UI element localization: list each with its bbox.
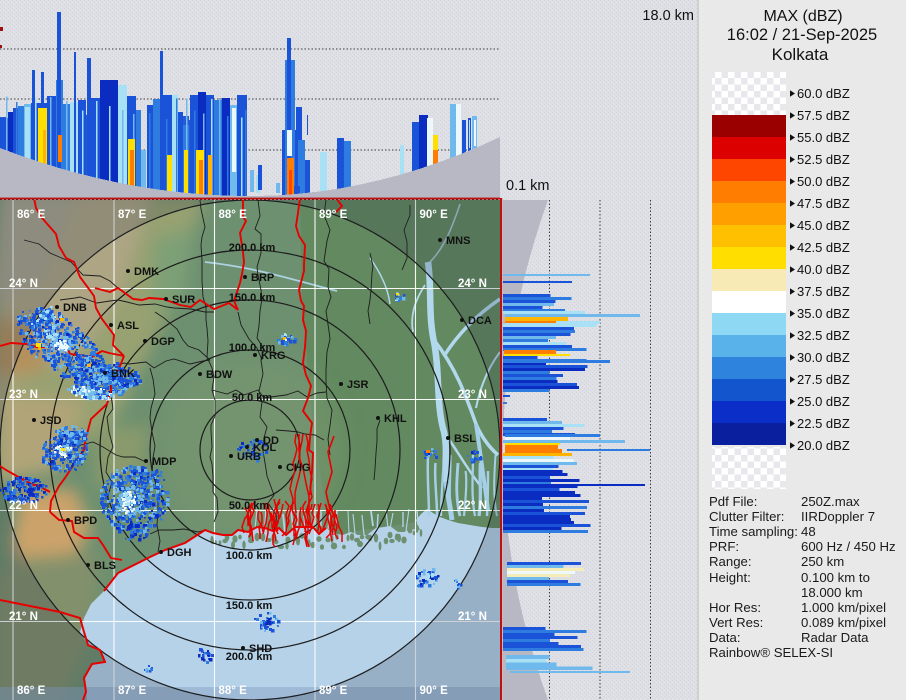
- svg-text:86° E: 86° E: [17, 685, 46, 697]
- svg-text:32.5 dBZ: 32.5 dBZ: [797, 328, 850, 343]
- svg-text:50.0 km: 50.0 km: [229, 500, 270, 512]
- svg-text:1.000 km/pixel: 1.000 km/pixel: [801, 600, 886, 615]
- svg-text:90° E: 90° E: [420, 685, 449, 697]
- svg-text:250 km: 250 km: [801, 554, 844, 569]
- svg-text:57.5 dBZ: 57.5 dBZ: [797, 108, 850, 123]
- svg-text:0.1 km: 0.1 km: [506, 178, 550, 194]
- svg-text:MDP: MDP: [152, 456, 176, 468]
- svg-text:BSL: BSL: [454, 433, 476, 445]
- svg-text:22° N: 22° N: [458, 500, 487, 512]
- svg-text:KHL: KHL: [384, 413, 407, 425]
- svg-text:37.5 dBZ: 37.5 dBZ: [797, 284, 850, 299]
- svg-text:MAX (dBZ): MAX (dBZ): [763, 8, 842, 25]
- svg-text:150.0 km: 150.0 km: [226, 600, 273, 612]
- svg-text:SUR: SUR: [172, 294, 195, 306]
- svg-text:MNS: MNS: [446, 235, 470, 247]
- svg-text:Vert Res:: Vert Res:: [709, 615, 763, 630]
- svg-text:Radar Data: Radar Data: [801, 630, 869, 645]
- svg-text:200.0 km: 200.0 km: [226, 651, 273, 663]
- svg-text:PRF:: PRF:: [709, 539, 739, 554]
- svg-text:CHG: CHG: [286, 462, 310, 474]
- svg-text:150.0 km: 150.0 km: [229, 292, 276, 304]
- svg-text:Data:: Data:: [709, 630, 741, 645]
- svg-text:DGH: DGH: [167, 547, 192, 559]
- svg-text:Clutter Filter:: Clutter Filter:: [709, 509, 784, 524]
- svg-text:35.0 dBZ: 35.0 dBZ: [797, 306, 850, 321]
- svg-text:23° N: 23° N: [458, 389, 487, 401]
- svg-text:BPD: BPD: [74, 515, 97, 527]
- svg-text:Pdf File:: Pdf File:: [709, 494, 757, 509]
- svg-text:0.100 km to: 0.100 km to: [801, 570, 870, 585]
- svg-text:Time sampling:: Time sampling:: [709, 524, 798, 539]
- svg-text:IIRDoppler 7: IIRDoppler 7: [801, 509, 875, 524]
- svg-text:Hor Res:: Hor Res:: [709, 600, 761, 615]
- svg-text:100.0 km: 100.0 km: [226, 550, 273, 562]
- svg-text:45.0 dBZ: 45.0 dBZ: [797, 218, 850, 233]
- svg-text:87° E: 87° E: [118, 685, 147, 697]
- svg-text:JSD: JSD: [40, 415, 61, 427]
- svg-text:24° N: 24° N: [458, 278, 487, 290]
- svg-text:21° N: 21° N: [458, 611, 487, 623]
- svg-text:89° E: 89° E: [319, 209, 348, 221]
- svg-text:16:02 / 21-Sep-2025: 16:02 / 21-Sep-2025: [727, 26, 877, 44]
- svg-text:48: 48: [801, 524, 816, 539]
- svg-text:22.5 dBZ: 22.5 dBZ: [797, 416, 850, 431]
- svg-text:24° N: 24° N: [9, 278, 38, 290]
- svg-text:21° N: 21° N: [9, 611, 38, 623]
- svg-text:JSR: JSR: [347, 379, 368, 391]
- svg-text:SHD: SHD: [249, 643, 272, 655]
- svg-text:87° E: 87° E: [118, 209, 147, 221]
- svg-text:60.0 dBZ: 60.0 dBZ: [797, 86, 850, 101]
- svg-text:86° E: 86° E: [17, 209, 46, 221]
- svg-text:40.0 dBZ: 40.0 dBZ: [797, 262, 850, 277]
- svg-text:DD: DD: [263, 435, 279, 447]
- svg-text:BNK: BNK: [111, 368, 135, 380]
- svg-text:DMK: DMK: [134, 266, 159, 278]
- svg-text:50.0 dBZ: 50.0 dBZ: [797, 174, 850, 189]
- svg-text:27.5 dBZ: 27.5 dBZ: [797, 372, 850, 387]
- svg-text:ASL: ASL: [117, 320, 139, 332]
- svg-text:Range:: Range:: [709, 554, 752, 569]
- svg-text:30.0 dBZ: 30.0 dBZ: [797, 350, 850, 365]
- svg-text:50.0 km: 50.0 km: [232, 392, 273, 404]
- svg-text:DCA: DCA: [468, 315, 492, 327]
- svg-text:600 Hz / 450 Hz: 600 Hz / 450 Hz: [801, 539, 896, 554]
- svg-text:55.0 dBZ: 55.0 dBZ: [797, 130, 850, 145]
- svg-text:KRG: KRG: [261, 350, 285, 362]
- svg-text:18.000 km: 18.000 km: [801, 585, 863, 600]
- svg-text:0.089 km/pixel: 0.089 km/pixel: [801, 615, 886, 630]
- svg-text:25.0 dBZ: 25.0 dBZ: [797, 394, 850, 409]
- svg-text:BRP: BRP: [251, 272, 274, 284]
- svg-text:BLS: BLS: [94, 560, 116, 572]
- svg-text:22° N: 22° N: [9, 500, 38, 512]
- svg-text:250Z.max: 250Z.max: [801, 494, 860, 509]
- svg-text:89° E: 89° E: [319, 685, 348, 697]
- svg-text:Height:: Height:: [709, 570, 751, 585]
- svg-text:23° N: 23° N: [9, 389, 38, 401]
- svg-text:100.0 km: 100.0 km: [229, 342, 276, 354]
- svg-text:88° E: 88° E: [219, 685, 248, 697]
- svg-text:20.0 dBZ: 20.0 dBZ: [797, 438, 850, 453]
- svg-text:42.5 dBZ: 42.5 dBZ: [797, 240, 850, 255]
- svg-text:88° E: 88° E: [219, 209, 248, 221]
- svg-text:DNB: DNB: [63, 302, 87, 314]
- svg-text:47.5 dBZ: 47.5 dBZ: [797, 196, 850, 211]
- svg-text:18.0 km: 18.0 km: [642, 8, 694, 24]
- svg-text:Kolkata: Kolkata: [772, 45, 829, 64]
- svg-text:URB: URB: [237, 451, 261, 463]
- svg-text:BDW: BDW: [206, 369, 233, 381]
- svg-text:90° E: 90° E: [420, 209, 449, 221]
- svg-text:52.5 dBZ: 52.5 dBZ: [797, 152, 850, 167]
- svg-text:KOL: KOL: [253, 442, 277, 454]
- svg-text:DGP: DGP: [151, 336, 175, 348]
- svg-text:Rainbow® SELEX-SI: Rainbow® SELEX-SI: [709, 645, 833, 660]
- svg-text:200.0 km: 200.0 km: [229, 242, 276, 254]
